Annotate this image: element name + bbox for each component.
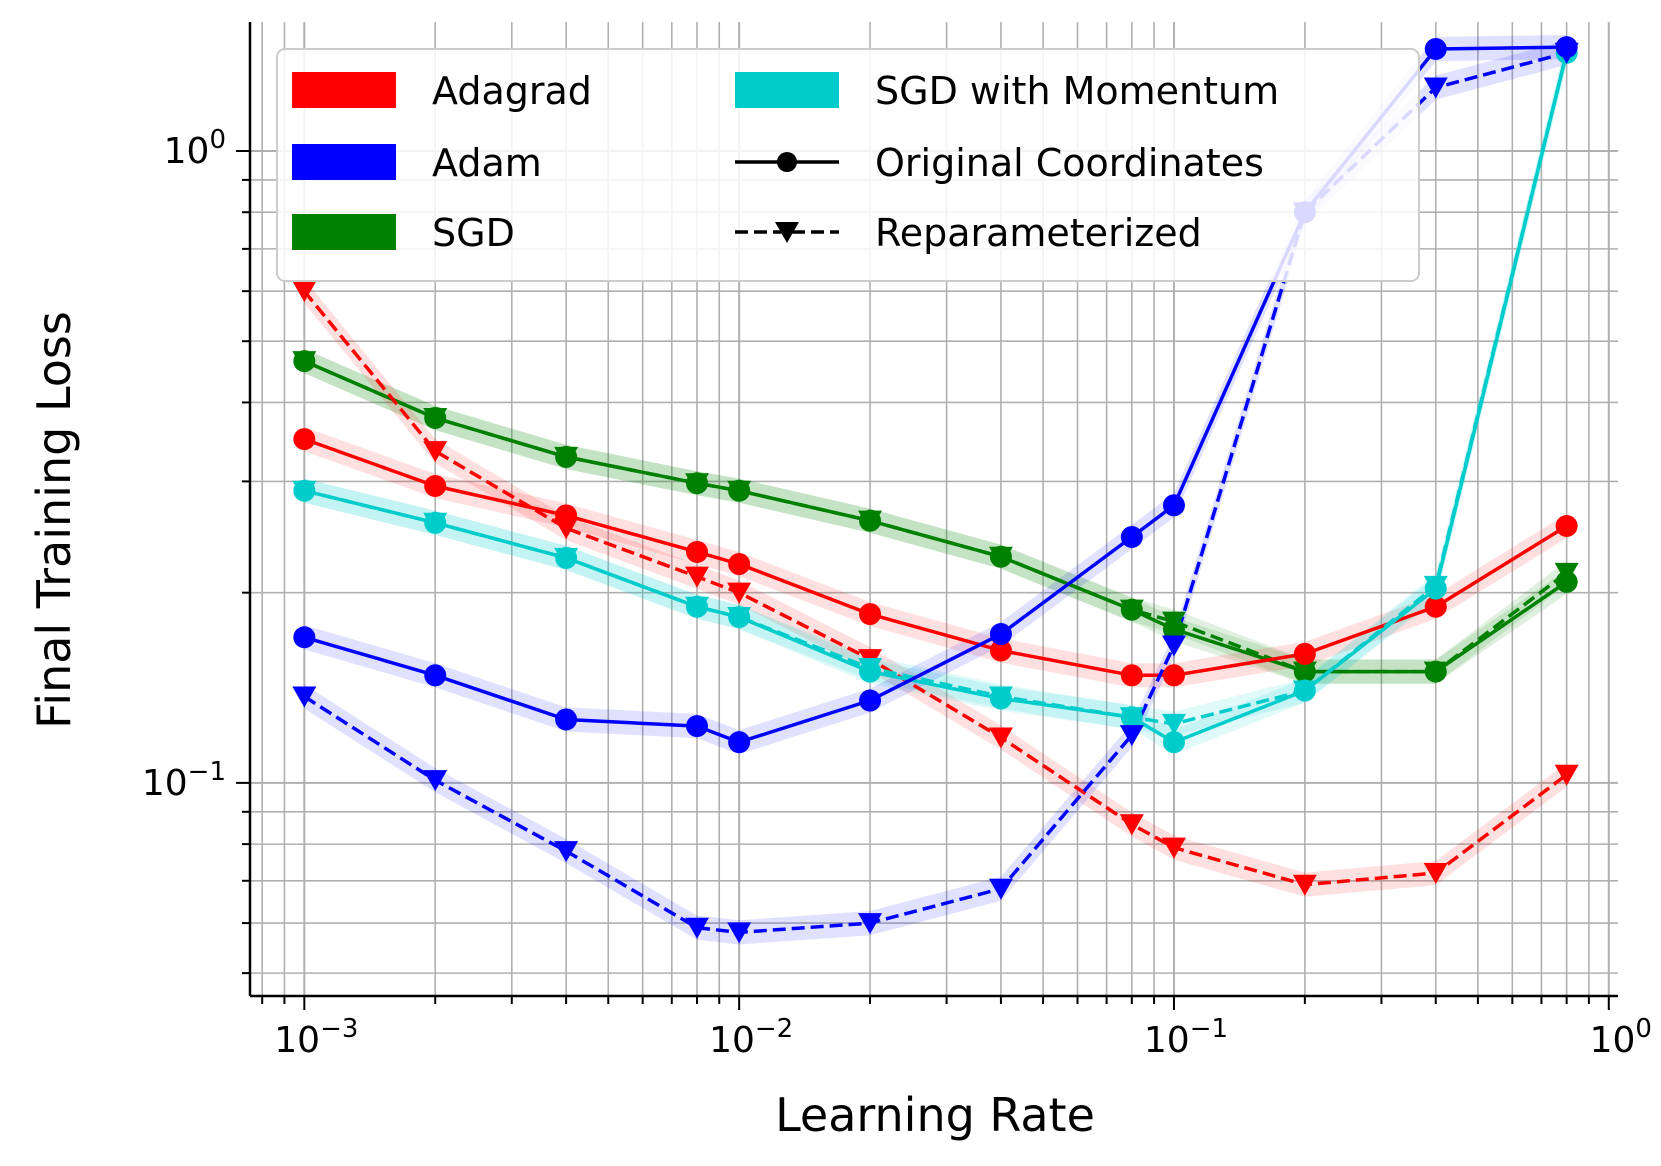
data-point-triangle xyxy=(1423,77,1448,99)
data-point-circle xyxy=(686,540,709,563)
data-point-circle xyxy=(989,639,1012,662)
data-point-circle xyxy=(1424,595,1447,618)
data-point-circle xyxy=(1555,514,1578,537)
x-tick-label: 100 xyxy=(1590,1014,1652,1061)
data-point-triangle xyxy=(1423,863,1448,885)
data-point-triangle xyxy=(1119,814,1144,836)
legend-frame xyxy=(276,48,1420,282)
data-point-triangle xyxy=(554,446,579,468)
data-point-triangle xyxy=(1292,661,1317,683)
y-tick-label: 100 xyxy=(164,125,226,172)
data-point-triangle xyxy=(423,770,448,792)
data-point-triangle xyxy=(292,686,317,708)
data-point-triangle xyxy=(858,657,883,679)
data-point-triangle xyxy=(292,351,317,373)
data-point-triangle xyxy=(988,686,1013,708)
y-axis-title: Final Training Loss xyxy=(27,311,81,729)
data-point-triangle xyxy=(727,607,752,629)
data-point-triangle xyxy=(1119,599,1144,621)
data-point-circle xyxy=(1120,525,1143,548)
legend-swatch-sgd-momentum xyxy=(735,72,839,108)
data-point-triangle xyxy=(1554,562,1579,584)
data-point-triangle xyxy=(423,407,448,429)
data-point-circle xyxy=(859,603,882,626)
data-point-triangle xyxy=(554,841,579,863)
legend-label-reparameterized: Reparameterized xyxy=(875,211,1202,255)
data-point-triangle xyxy=(292,480,317,502)
data-point-triangle xyxy=(988,727,1013,749)
data-point-triangle xyxy=(1423,661,1448,683)
legend-label-adam: Adam xyxy=(432,141,542,185)
data-point-triangle xyxy=(1554,764,1579,786)
x-tick-label: 10−2 xyxy=(709,1014,793,1061)
series-band xyxy=(304,40,1567,755)
data-point-triangle xyxy=(1161,635,1186,657)
data-point-triangle xyxy=(1161,611,1186,633)
data-point-circle xyxy=(293,428,316,451)
data-point-triangle xyxy=(1161,713,1186,735)
data-point-triangle xyxy=(423,512,448,534)
legend-swatch-sgd xyxy=(292,214,396,250)
data-point-triangle xyxy=(685,473,710,495)
data-point-triangle xyxy=(727,480,752,502)
data-point-circle xyxy=(989,623,1012,646)
legend-swatch-adagrad xyxy=(292,72,396,108)
data-point-circle xyxy=(424,475,447,498)
data-point-triangle xyxy=(554,547,579,569)
data-point-circle xyxy=(728,731,751,754)
data-point-circle xyxy=(555,708,578,731)
axes xyxy=(236,22,1618,1010)
data-point-circle xyxy=(1162,731,1185,754)
series-line xyxy=(303,52,1569,726)
data-point-triangle xyxy=(858,913,883,935)
data-point-triangle xyxy=(685,596,710,618)
data-point-triangle xyxy=(423,441,448,463)
data-point-circle xyxy=(728,553,751,576)
tick-labels: 10−3 10−2 10−1 100 10−1 100 xyxy=(142,125,1652,1061)
data-point-circle xyxy=(1120,664,1143,687)
legend-marker-triangle-icon xyxy=(775,222,799,243)
data-point-triangle xyxy=(554,518,579,540)
data-point-circle xyxy=(1293,642,1316,665)
data-point-triangle xyxy=(1292,874,1317,896)
data-point-circle xyxy=(1424,38,1447,61)
x-tick-label: 10−3 xyxy=(274,1014,358,1061)
data-point-triangle xyxy=(858,510,883,532)
data-point-triangle xyxy=(1423,575,1448,597)
series-markers xyxy=(292,36,1579,944)
legend-label-adagrad: Adagrad xyxy=(432,69,592,113)
y-tick-label: 10−1 xyxy=(142,757,226,804)
data-point-triangle xyxy=(1161,837,1186,859)
data-point-circle xyxy=(1162,664,1185,687)
legend-marker-circle-icon xyxy=(777,152,797,172)
legend-label-sgd: SGD xyxy=(432,211,515,255)
series-line xyxy=(302,290,1568,887)
legend-label-sgd-momentum: SGD with Momentum xyxy=(875,69,1279,113)
series-line xyxy=(303,437,1568,678)
data-point-circle xyxy=(424,664,447,687)
data-point-circle xyxy=(1162,494,1185,517)
data-point-triangle xyxy=(727,922,752,944)
data-point-circle xyxy=(293,626,316,649)
data-point-triangle xyxy=(685,566,710,588)
data-point-triangle xyxy=(988,878,1013,900)
data-point-triangle xyxy=(685,917,710,939)
data-point-triangle xyxy=(1554,42,1579,64)
data-point-triangle xyxy=(292,281,317,303)
legend: Adagrad Adam SGD SGD with Momentum Origi… xyxy=(276,48,1420,282)
x-tick-label: 10−1 xyxy=(1144,1014,1228,1061)
data-point-circle xyxy=(686,715,709,738)
data-point-triangle xyxy=(1292,680,1317,702)
x-axis-title: Learning Rate xyxy=(775,1088,1095,1142)
data-point-triangle xyxy=(988,546,1013,568)
data-point-triangle xyxy=(1119,725,1144,747)
legend-label-original-coordinates: Original Coordinates xyxy=(875,141,1264,185)
data-point-triangle xyxy=(727,582,752,604)
series-band xyxy=(304,427,1567,688)
data-point-triangle xyxy=(1119,707,1144,729)
data-point-circle xyxy=(859,689,882,712)
legend-swatch-adam xyxy=(292,144,396,180)
